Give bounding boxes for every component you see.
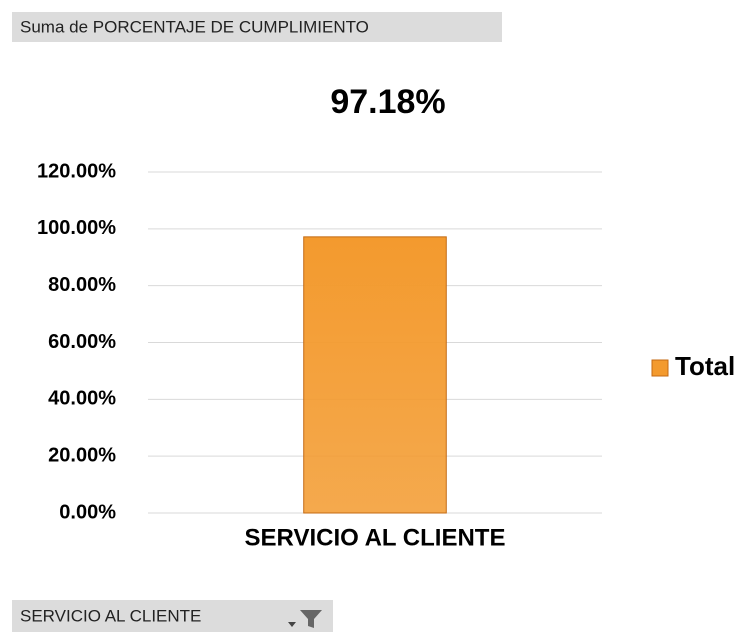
y-tick-label: 0.00% [59,501,116,523]
filter-button-label: SERVICIO AL CLIENTE [20,606,201,625]
chart-title: 97.18% [330,83,445,121]
y-tick-label: 120.00% [37,160,116,182]
y-tick-label: 40.00% [48,388,116,410]
legend-label: Total [675,351,735,381]
y-tick-label: 80.00% [48,274,116,296]
filter-button[interactable] [12,600,333,632]
x-tick-label: SERVICIO AL CLIENTE [245,524,506,551]
y-tick-label: 100.00% [37,217,116,239]
y-tick-label: 60.00% [48,331,116,353]
bar [303,236,447,514]
field-button[interactable] [12,12,502,42]
legend-swatch [651,359,669,377]
filter-icon [300,610,322,628]
field-button-label: Suma de PORCENTAJE DE CUMPLIMIENTO [20,17,369,36]
y-tick-label: 20.00% [48,444,116,466]
dropdown-arrow [288,622,296,627]
